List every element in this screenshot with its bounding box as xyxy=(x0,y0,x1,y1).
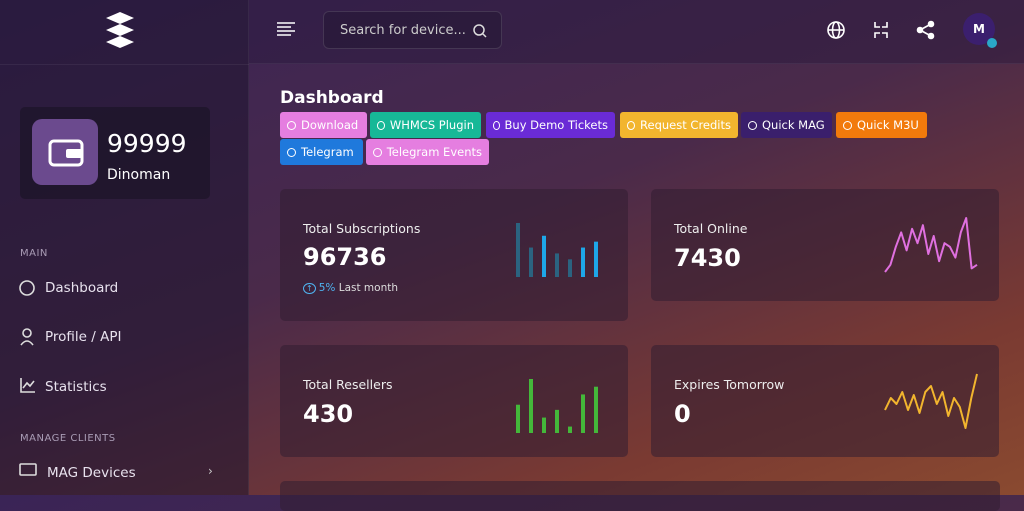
stat-card: Total Subscriptions 96736 ↑ 5% Last month xyxy=(280,189,628,321)
action-button[interactable]: Quick MAG xyxy=(741,112,832,138)
button-label: Quick MAG xyxy=(762,118,825,132)
action-button[interactable]: Quick M3U xyxy=(836,112,927,138)
search-box[interactable]: Search for device... xyxy=(323,11,502,49)
page-title: Dashboard xyxy=(280,88,384,108)
card-value: 430 xyxy=(303,400,354,428)
search-placeholder: Search for device... xyxy=(340,23,466,38)
card-title: Total Online xyxy=(674,221,748,236)
card-change: ↑ 5% Last month xyxy=(303,282,398,294)
spark-bar xyxy=(555,409,559,433)
change-percent: 5% xyxy=(318,282,336,294)
card-value: 7430 xyxy=(674,244,741,272)
action-button[interactable]: Request Credits xyxy=(620,112,738,138)
spark-bar xyxy=(594,241,598,277)
spark-bar xyxy=(516,223,520,277)
balance: 99999 xyxy=(107,129,187,158)
button-label: Telegram Events xyxy=(386,145,482,159)
card-value: 0 xyxy=(674,400,691,428)
button-label: Request Credits xyxy=(640,118,731,132)
spark-bar xyxy=(581,394,585,433)
spark-bar xyxy=(542,417,546,433)
nav-item[interactable]: Profile / API xyxy=(45,329,122,345)
button-label: Quick M3U xyxy=(857,118,919,132)
section-title: MANAGE CLIENTS xyxy=(20,433,116,444)
spark-bar xyxy=(568,426,572,433)
spark-bar xyxy=(568,259,572,277)
profile-box: 99999 Dinoman xyxy=(20,107,210,199)
stat-card: Expires Tomorrow 0 xyxy=(651,345,999,457)
button-label: Telegram xyxy=(301,145,354,159)
spark-bar xyxy=(516,404,520,433)
nav-item[interactable]: Statistics xyxy=(45,379,107,395)
change-note: Last month xyxy=(338,282,399,294)
spark-bar xyxy=(542,235,546,277)
button-label: Buy Demo Tickets xyxy=(504,118,608,132)
spark-bar xyxy=(529,247,533,277)
nav-item[interactable]: Dashboard xyxy=(45,280,119,296)
logo xyxy=(106,12,134,48)
stat-card: Total Resellers 430 xyxy=(280,345,628,457)
sparkline xyxy=(884,217,978,273)
spark-line xyxy=(884,373,978,429)
card-value: 96736 xyxy=(303,243,387,271)
spark-bar xyxy=(529,379,533,433)
nav-item[interactable]: MAG Devices xyxy=(47,465,136,481)
menu-button[interactable] xyxy=(277,22,295,36)
sparkline xyxy=(884,373,978,429)
button-label: WHMCS Plugin xyxy=(389,118,474,132)
action-button[interactable]: Buy Demo Tickets xyxy=(486,112,615,138)
button-label: Download xyxy=(301,118,359,132)
spark-bar xyxy=(555,253,559,277)
sidebar: 99999 Dinoman MAIN Dashboard Profile / A… xyxy=(0,0,249,495)
spark-bar xyxy=(581,247,585,277)
stat-card: Total Online 7430 xyxy=(651,189,999,301)
username: Dinoman xyxy=(107,167,171,183)
sparkline xyxy=(516,379,598,433)
action-button[interactable]: Download xyxy=(280,112,367,138)
section-title: MAIN xyxy=(20,248,48,259)
nav-icons xyxy=(19,280,37,476)
toolbar-icons[interactable] xyxy=(827,20,937,40)
spark-bar xyxy=(594,386,598,433)
sparkline xyxy=(516,223,598,277)
card-title: Total Subscriptions xyxy=(303,221,421,236)
action-button[interactable]: Telegram xyxy=(280,139,363,165)
action-button[interactable]: WHMCS Plugin xyxy=(370,112,481,138)
card-title: Expires Tomorrow xyxy=(674,377,785,392)
topbar: Search for device... M xyxy=(249,0,1024,64)
card-title: Total Resellers xyxy=(303,377,393,392)
card xyxy=(280,481,1000,511)
action-button[interactable]: Telegram Events xyxy=(366,139,489,165)
spark-line xyxy=(884,217,978,273)
